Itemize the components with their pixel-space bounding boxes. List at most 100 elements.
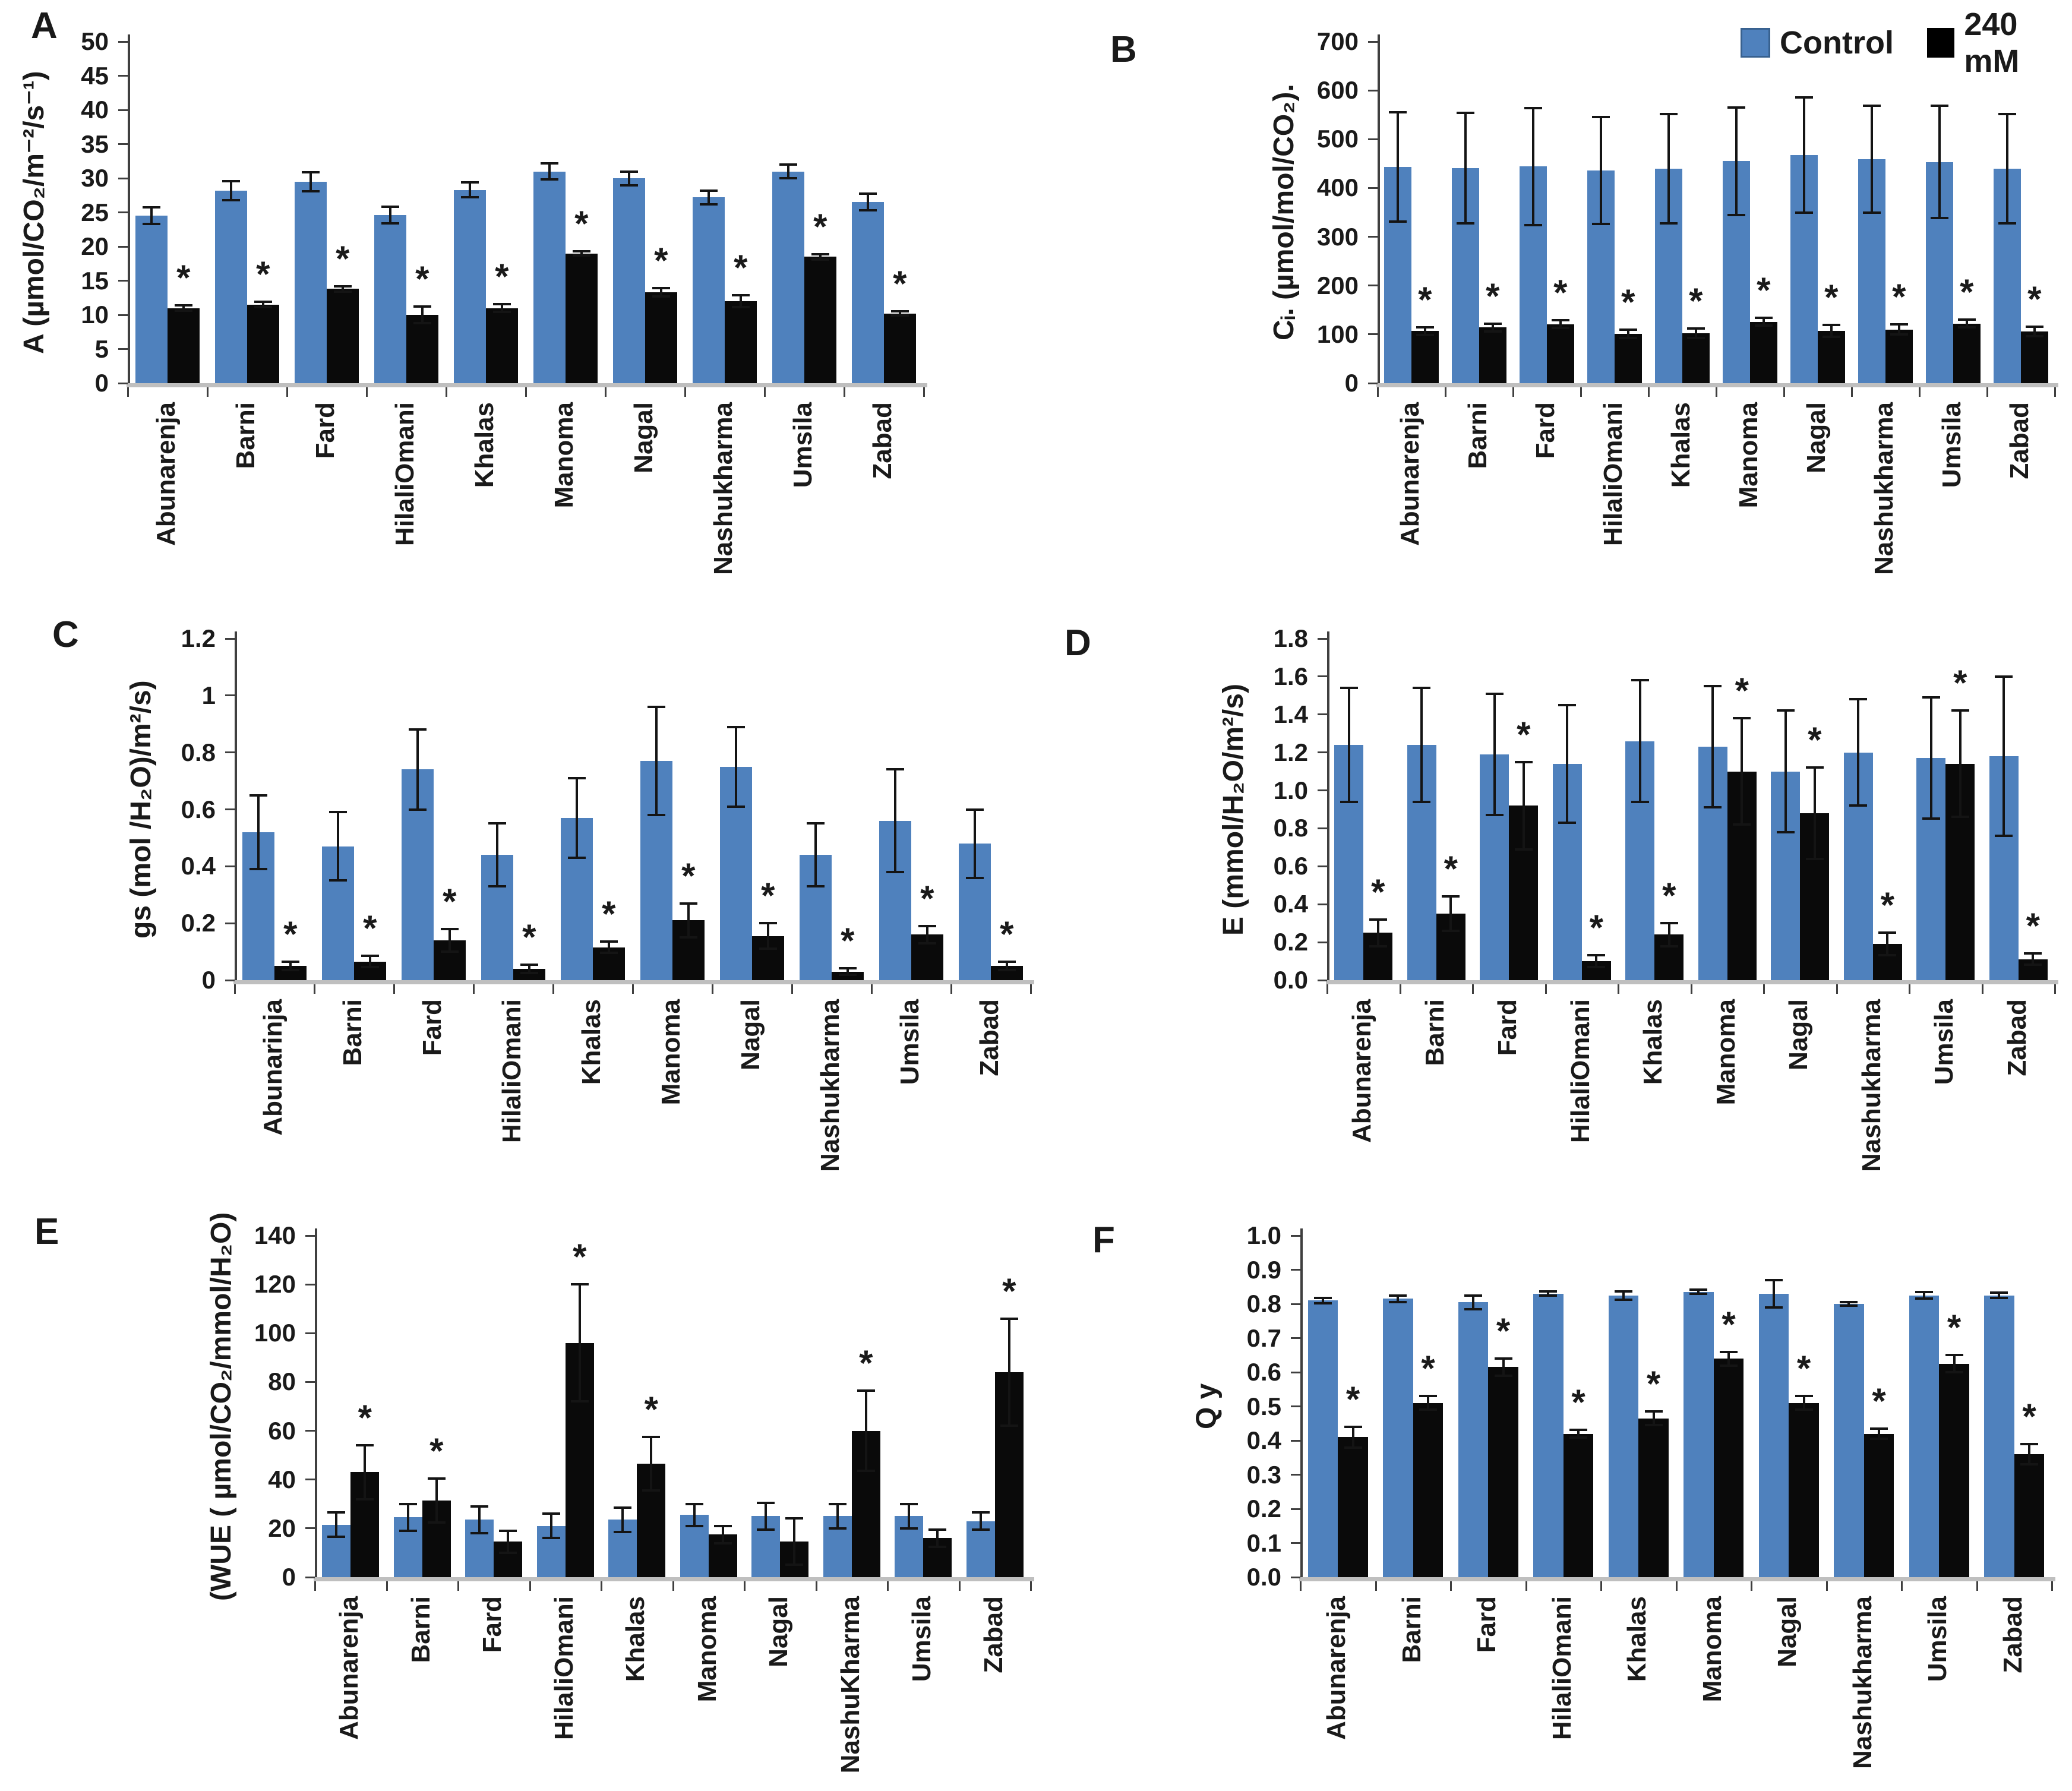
y-tick [1318,865,1327,867]
error-bar-cap [1870,1438,1888,1441]
y-tick-label: 0 [1344,369,1359,397]
bar-control-Khalas [1608,1295,1639,1577]
error-bar [548,163,551,180]
error-bar-cap [1754,316,1773,319]
error-bar [1626,330,1629,338]
error-bar [1351,1427,1354,1448]
error-bar [2006,113,2009,223]
significance-star: * [1002,1271,1016,1311]
y-tick-label: 0.4 [1273,890,1308,918]
y-tick-label: 0.0 [1246,1563,1281,1591]
error-bar-cap [1733,823,1751,826]
bar-240mM-Khalas [1638,1418,1669,1577]
significance-star: * [734,247,748,288]
bar-240mM-Abunarenja [168,308,200,383]
x-category-label: Nagal [1773,1596,1802,1667]
error-bar-cap [599,940,618,943]
error-bar-cap [1389,111,1407,114]
error-bar [1347,688,1350,802]
error-bar-cap [1551,327,1569,330]
error-bar [687,903,690,938]
y-tick [1318,941,1327,943]
error-bar-cap [1344,1446,1362,1449]
bar-240mM-Abunarenja [1338,1437,1368,1577]
significance-star: * [681,855,696,896]
error-bar-cap [1442,929,1460,932]
error-bar [1652,1411,1655,1426]
error-bar-cap [1413,687,1431,690]
error-bar-cap [488,822,507,825]
error-bar-cap [757,1501,775,1504]
y-tick [1291,1439,1300,1442]
x-tick [1751,1581,1752,1591]
error-bar [500,304,503,312]
x-tick [958,1581,961,1591]
error-bar-cap [1369,945,1387,947]
error-bar-cap [1551,319,1569,322]
y-tick-label: 0.2 [1273,928,1308,956]
error-bar-cap [541,178,559,181]
y-tick [1368,89,1378,91]
error-bar [1427,1396,1430,1410]
error-bar [1965,320,1968,328]
error-bar [478,1506,481,1534]
error-bar-cap [281,960,299,963]
x-tick [393,984,395,994]
error-bar-cap [2020,1463,2039,1466]
error-bar-cap [1754,324,1773,327]
error-bar-cap [1776,709,1795,712]
error-bar-cap [541,162,559,165]
error-bar-cap [1483,330,1502,333]
significance-star: * [1345,1379,1360,1419]
y-tick [1368,382,1378,384]
y-tick [305,1576,315,1578]
y-tick-label: 20 [81,232,109,260]
y-tick-label: 30 [81,164,109,192]
y-tick [225,979,235,981]
error-bar-cap [1494,1374,1512,1377]
x-tick [1909,984,1910,994]
x-tick [1901,1581,1903,1591]
error-bar-cap [1514,848,1533,851]
error-bar-cap [828,1527,847,1530]
x-tick [1851,387,1853,397]
error-bar-cap [900,1527,918,1530]
error-bar-cap [971,1528,990,1531]
error-bar [368,956,371,968]
error-bar-cap [470,1532,489,1535]
error-bar-cap [327,1511,346,1514]
x-category-label: Abunarinja [258,999,288,1136]
x-tick [1618,984,1619,994]
error-bar-cap [1890,323,1908,326]
error-bar [1938,106,1941,219]
bar-control-Nashukharma [1834,1304,1864,1577]
x-category-label: Fard [478,1596,507,1653]
x-tick [2054,984,2056,994]
error-bar-cap [614,1531,632,1534]
bar-control-Barni [1383,1299,1413,1577]
x-category-label: Nashukharma [1847,1596,1877,1770]
bar-240mM-Fard [327,289,359,383]
significance-star: * [1880,885,1894,925]
error-bar-cap [1619,328,1637,331]
error-bar-cap [1416,326,1434,328]
y-tick [305,1283,315,1285]
error-bar [1420,688,1423,802]
error-bar-cap [440,927,459,930]
y-tick [1368,138,1378,140]
x-tick [1690,984,1692,994]
x-tick [234,984,236,994]
error-bar-cap [570,1400,589,1403]
y-tick-label: 0.1 [1246,1528,1281,1557]
y-tick [1318,751,1327,754]
error-bar [1803,97,1806,213]
bar-240mM-Zabad [2014,1454,2045,1577]
x-category-label: Khalas [577,999,606,1085]
y-tick [225,865,235,867]
x-tick [791,984,793,994]
y-tick [118,211,128,213]
significance-star: * [841,920,855,961]
x-category-label: Khalas [1622,1596,1652,1682]
significance-star: * [1892,277,1906,317]
legend-item-control: Control [1741,24,1894,61]
